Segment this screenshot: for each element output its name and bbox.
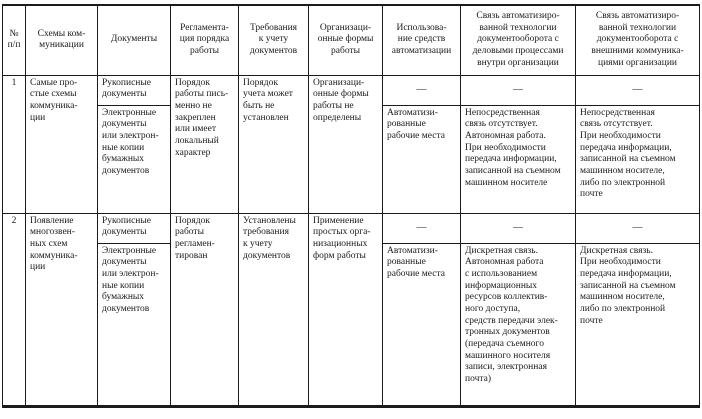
cell-internal-electronic: Непосредственная связь отсутствует. Авто…	[460, 104, 576, 214]
cell-org-forms: Применение простых орга- низационных фор…	[308, 212, 383, 407]
cell-accounting: Установлены требования к учету документо…	[238, 212, 309, 407]
cell-automation-electronic: Автоматизи- рованные рабочие места	[382, 242, 461, 407]
header-internal-link: Связь автоматизиро- ванной технологии до…	[460, 4, 576, 76]
cell-internal-paper: —	[460, 74, 576, 106]
header-external-link: Связь автоматизиро- ванной технологии до…	[575, 4, 700, 76]
cell-internal-paper: —	[460, 212, 576, 244]
table-row-1-paper: 1 Самые про- стые схемы коммуника- ции Р…	[2, 74, 700, 214]
cell-doc-electronic: Электронные документы или электрон- ные …	[97, 242, 171, 407]
communication-schemes-table: № п/п Схемы ком- муникации Документы Рег…	[2, 4, 700, 408]
cell-scheme: Появление многозвен- ных схем коммуника-…	[25, 212, 98, 407]
header-documents: Документы	[97, 4, 171, 76]
cell-external-paper: —	[575, 74, 700, 106]
cell-internal-electronic: Дискретная связь. Автономная работа с ис…	[460, 242, 576, 407]
cell-automation-electronic: Автоматизи- рованные рабочие места	[382, 104, 461, 214]
cell-regulation: Порядок работы регламен- тирован	[170, 212, 239, 407]
cell-external-electronic: Непосредственная связь отсутствует. При …	[575, 104, 700, 214]
cell-doc-paper: Рукописные документы	[97, 212, 171, 244]
cell-org-forms: Организаци- онные формы работы не опреде…	[308, 74, 383, 214]
cell-scheme: Самые про- стые схемы коммуника- ции	[25, 74, 98, 214]
header-communication-schemes: Схемы ком- муникации	[25, 4, 98, 76]
cell-accounting: Порядок учета может быть не установлен	[238, 74, 309, 214]
table-row-2-paper: 2 Появление многозвен- ных схем коммуник…	[2, 212, 700, 407]
cell-automation-paper: —	[382, 212, 461, 244]
table-row-2-electronic: Электронные документы или электрон- ные …	[3, 242, 700, 407]
header-automation-tools: Использова- ние средств автоматизации	[382, 4, 461, 76]
cell-doc-electronic: Электронные документы или электрон- ные …	[97, 104, 171, 214]
document-page: № п/п Схемы ком- муникации Документы Рег…	[2, 4, 700, 408]
header-work-regulation: Регламента- ция порядка работы	[170, 4, 239, 76]
header-accounting-requirements: Требования к учету документов	[238, 4, 309, 76]
row-number: 2	[2, 212, 26, 407]
cell-external-paper: —	[575, 212, 700, 244]
table-header-row: № п/п Схемы ком- муникации Документы Рег…	[2, 4, 700, 76]
cell-doc-paper: Рукописные документы	[97, 74, 171, 106]
row-number: 1	[2, 74, 26, 214]
cell-regulation: Порядок работы пись- менно не закреплен …	[170, 74, 239, 214]
cell-automation-paper: —	[382, 74, 461, 106]
table-row-1-electronic: Электронные документы или электрон- ные …	[3, 104, 700, 214]
cell-external-electronic: Дискретная связь. При необходимости пере…	[575, 242, 700, 407]
header-num: № п/п	[2, 4, 26, 76]
header-org-forms: Организаци- онные формы работы	[308, 4, 383, 76]
